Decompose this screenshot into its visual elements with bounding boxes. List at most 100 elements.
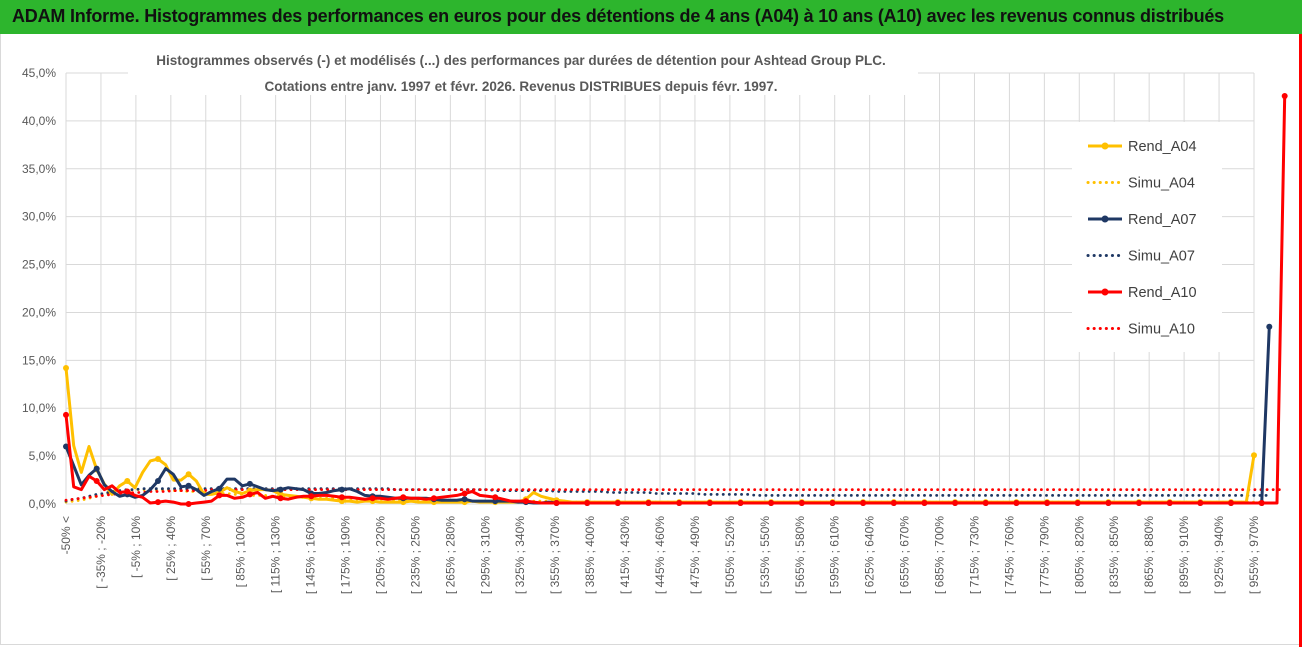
data-point xyxy=(1266,323,1273,330)
x-axis-ticks: -50% < [ -35% ; -20% [ -5% ; 10% [ 25% ; 40… xyxy=(59,516,1261,594)
data-point xyxy=(706,500,713,506)
x-tick-label: [ 565% ; 580% xyxy=(793,516,807,594)
series-line-rend-a07 xyxy=(64,326,1271,505)
data-point xyxy=(614,500,621,506)
y-tick-label: 15,0% xyxy=(22,353,56,367)
x-tick-label: [ -5% ; 10% xyxy=(129,516,143,578)
data-point xyxy=(338,486,345,493)
x-tick-label: [ -35% ; -20% xyxy=(94,516,108,589)
legend-label: Rend_A07 xyxy=(1128,212,1197,228)
data-point xyxy=(400,494,407,501)
data-point xyxy=(860,500,867,506)
x-tick-label: [ 625% ; 640% xyxy=(863,516,877,594)
data-point xyxy=(63,365,69,371)
x-tick-label: [ 445% ; 460% xyxy=(653,516,667,594)
x-tick-label: [ 955% ; 970% xyxy=(1247,516,1261,594)
legend-label: Simu_A04 xyxy=(1128,176,1195,192)
data-point xyxy=(1136,500,1142,506)
report-title: ADAM Informe. Histogrammes des performan… xyxy=(12,6,1224,26)
data-point xyxy=(1044,500,1051,506)
data-point xyxy=(676,500,683,506)
x-tick-label: [ 295% ; 310% xyxy=(478,516,492,594)
x-tick-label: [ 265% ; 280% xyxy=(443,516,457,594)
data-point xyxy=(921,500,928,506)
x-tick-label: [ 205% ; 220% xyxy=(373,516,387,594)
x-tick-label: [ 85% ; 100% xyxy=(234,516,248,588)
data-point xyxy=(584,500,591,506)
x-tick-label: [ 865% ; 880% xyxy=(1142,516,1156,594)
data-point xyxy=(1258,500,1265,506)
x-tick-label: [ 775% ; 790% xyxy=(1037,516,1051,594)
data-point xyxy=(1074,500,1081,506)
x-tick-label: [ 145% ; 160% xyxy=(304,516,318,594)
data-point xyxy=(492,494,499,501)
x-tick-label: -50% < xyxy=(59,516,73,554)
x-tick-label: [ 685% ; 700% xyxy=(933,516,947,594)
data-point xyxy=(93,478,100,484)
data-point xyxy=(645,500,652,506)
data-point xyxy=(63,411,69,418)
x-tick-label: [ 355% ; 370% xyxy=(548,516,562,594)
x-tick-label: [ 55% ; 70% xyxy=(199,516,213,581)
series-group xyxy=(63,93,1288,507)
legend-label: Rend_A04 xyxy=(1128,139,1197,155)
y-tick-label: 25,0% xyxy=(22,258,56,272)
chart-title-line2: Cotations entre janv. 1997 et févr. 2026… xyxy=(265,79,778,94)
x-tick-label: [ 235% ; 250% xyxy=(408,516,422,594)
data-point xyxy=(829,500,836,506)
x-tick-label: [ 595% ; 610% xyxy=(828,516,842,594)
data-point xyxy=(952,500,959,506)
y-tick-label: 0,0% xyxy=(29,497,57,511)
data-point xyxy=(155,499,161,506)
title-banner: ADAM Informe. Histogrammes des performan… xyxy=(0,0,1302,34)
data-point xyxy=(522,498,529,505)
x-tick-label: [ 415% ; 430% xyxy=(618,516,632,594)
data-point xyxy=(277,486,284,493)
series-line-simu-a10 xyxy=(64,488,1287,502)
x-tick-label: [ 25% ; 40% xyxy=(164,516,178,581)
data-point xyxy=(369,495,376,502)
x-tick-label: [ 505% ; 520% xyxy=(723,516,737,594)
legend-marker xyxy=(1101,215,1109,223)
legend-marker xyxy=(1101,288,1109,296)
x-tick-label: [ 325% ; 340% xyxy=(513,516,527,594)
data-point xyxy=(553,500,560,506)
data-point xyxy=(216,485,223,492)
data-point xyxy=(93,465,100,472)
data-point xyxy=(737,500,744,506)
x-tick-label: [ 115% ; 130% xyxy=(269,516,283,593)
x-tick-label: [ 895% ; 910% xyxy=(1177,516,1191,594)
legend: Rend_A04 Simu_A04 Rend_A07 Simu_A07 Rend_A10… xyxy=(1072,122,1222,352)
x-tick-label: [ 475% ; 490% xyxy=(688,516,702,594)
x-tick-label: [ 535% ; 550% xyxy=(758,516,772,594)
x-tick-label: [ 655% ; 670% xyxy=(898,516,912,594)
data-point xyxy=(246,480,253,487)
y-tick-label: 5,0% xyxy=(29,449,57,463)
accent-border xyxy=(1299,34,1302,647)
data-point xyxy=(798,500,805,506)
data-point xyxy=(216,492,223,499)
data-point xyxy=(246,491,253,498)
legend-box xyxy=(1072,122,1222,352)
y-tick-label: 30,0% xyxy=(22,210,56,224)
y-tick-label: 10,0% xyxy=(22,401,56,415)
chart-title-box xyxy=(128,45,918,95)
data-point xyxy=(185,482,192,489)
data-point xyxy=(461,496,468,503)
x-tick-label: [ 385% ; 400% xyxy=(583,516,597,594)
data-point xyxy=(1013,500,1020,506)
legend-label: Simu_A10 xyxy=(1128,322,1195,338)
data-point xyxy=(185,501,192,507)
legend-marker xyxy=(1101,142,1109,150)
data-point xyxy=(124,478,131,484)
data-point xyxy=(155,478,161,484)
data-point xyxy=(1197,500,1204,506)
y-axis-ticks: 0,0% 5,0% 10,0% 15,0% 20,0% 25,0% 30,0% 35,0% 40… xyxy=(22,66,56,511)
series-line-simu-a04 xyxy=(64,488,1264,504)
y-tick-label: 20,0% xyxy=(22,305,56,319)
legend-label: Simu_A07 xyxy=(1128,249,1195,265)
data-point xyxy=(982,500,989,506)
x-tick-label: [ 805% ; 820% xyxy=(1072,516,1086,594)
data-point xyxy=(155,456,161,462)
